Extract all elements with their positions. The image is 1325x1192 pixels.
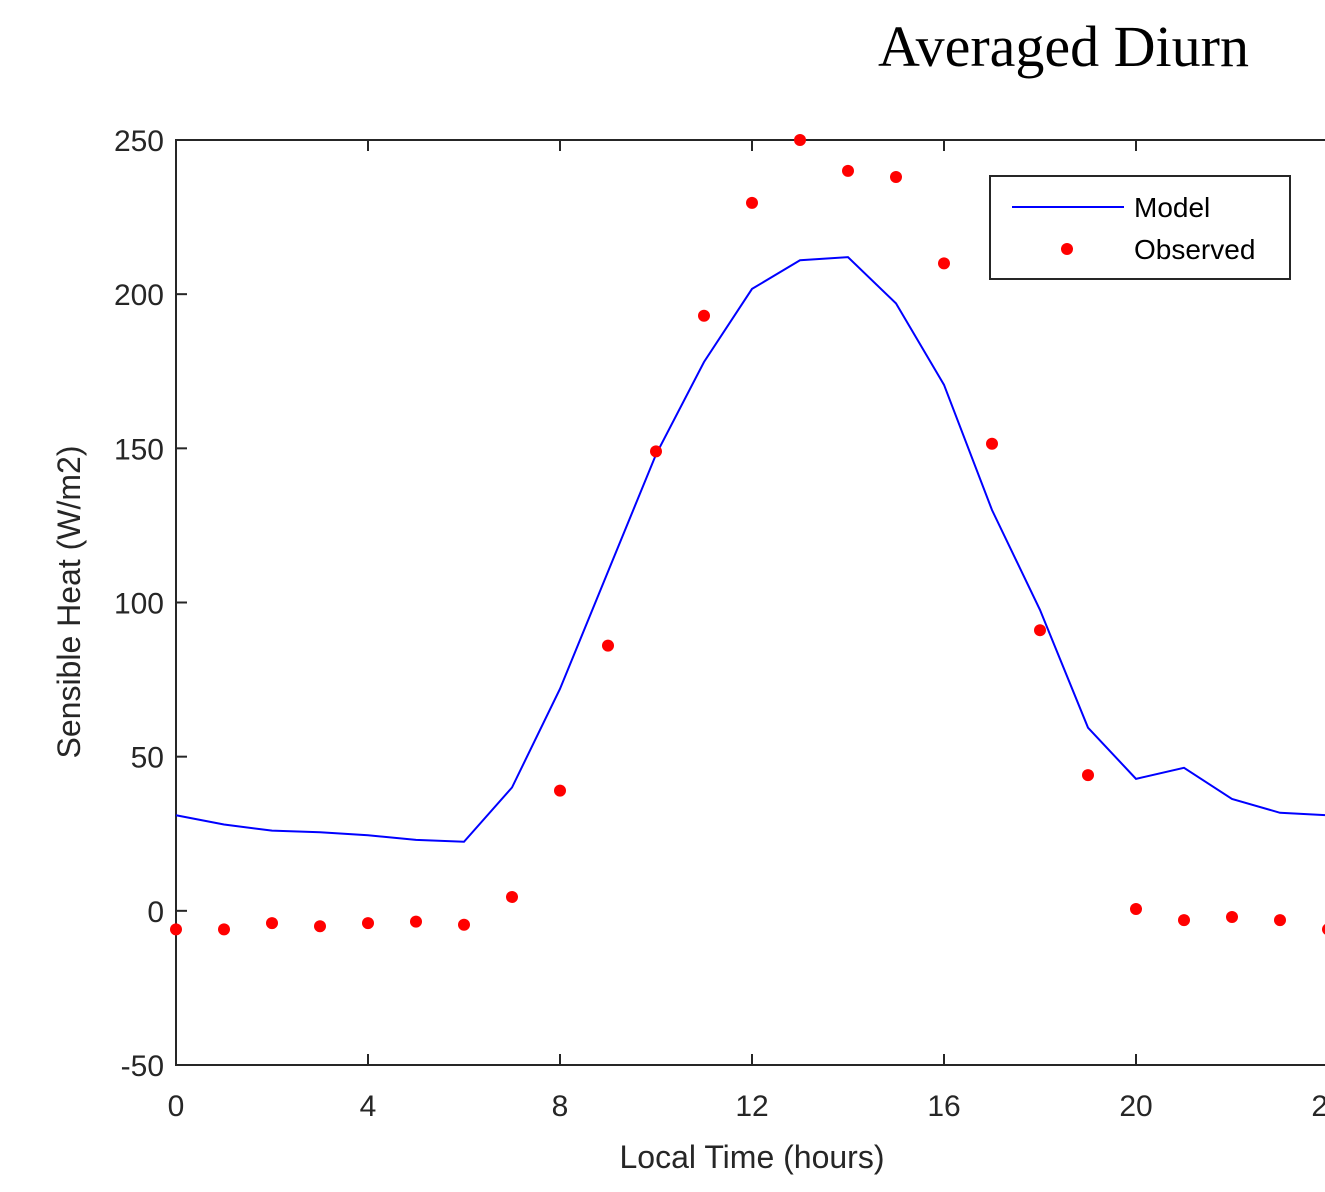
observed-point — [458, 918, 470, 931]
x-tick-label: 0 — [168, 1090, 185, 1123]
observed-point — [1322, 924, 1325, 935]
chart-title: Averaged Diurn — [878, 14, 1249, 79]
observed-point — [410, 915, 422, 928]
observed-point — [938, 257, 950, 270]
y-tick-label: 50 — [131, 742, 164, 775]
observed-point — [842, 164, 854, 177]
observed-point — [170, 923, 182, 936]
y-tick-label: 0 — [147, 896, 164, 929]
x-axis-label: Local Time (hours) — [620, 1139, 885, 1175]
observed-point — [650, 445, 662, 458]
y-axis-label: Sensible Heat (W/m2) — [51, 446, 87, 759]
observed-point — [698, 309, 710, 322]
observed-point — [362, 917, 374, 930]
x-tick-label: 8 — [552, 1090, 569, 1123]
observed-point — [1178, 914, 1190, 927]
y-tick-label: 150 — [114, 433, 164, 466]
observed-point — [1082, 769, 1094, 782]
x-tick-label: 24 — [1311, 1090, 1325, 1123]
model-line — [175, 256, 1325, 843]
observed-point — [506, 890, 518, 903]
observed-point — [1274, 914, 1286, 927]
observed-point — [218, 923, 230, 936]
observed-point — [794, 134, 806, 146]
observed-point — [266, 917, 278, 930]
legend-box — [989, 175, 1291, 280]
observed-point — [554, 784, 566, 797]
y-tick-label: 250 — [114, 125, 164, 158]
x-tick-label: 16 — [927, 1090, 960, 1123]
observed-point — [890, 171, 902, 183]
x-tick-label: 12 — [735, 1090, 768, 1123]
observed-point — [746, 196, 758, 209]
legend-label: Observed — [1134, 234, 1255, 265]
legend-swatch — [1061, 243, 1073, 255]
observed-point — [986, 437, 998, 450]
x-tick-label: 4 — [360, 1090, 377, 1123]
legend-label: Model — [1134, 192, 1210, 223]
observed-point — [1034, 624, 1046, 637]
observed-point — [314, 920, 326, 933]
y-tick-label: -50 — [121, 1050, 164, 1083]
observed-point — [1130, 902, 1142, 915]
y-tick-label: 200 — [114, 279, 164, 312]
y-tick-label: 100 — [114, 588, 164, 621]
x-tick-label: 20 — [1119, 1090, 1152, 1123]
observed-point — [1226, 911, 1238, 923]
observed-point — [602, 639, 614, 652]
